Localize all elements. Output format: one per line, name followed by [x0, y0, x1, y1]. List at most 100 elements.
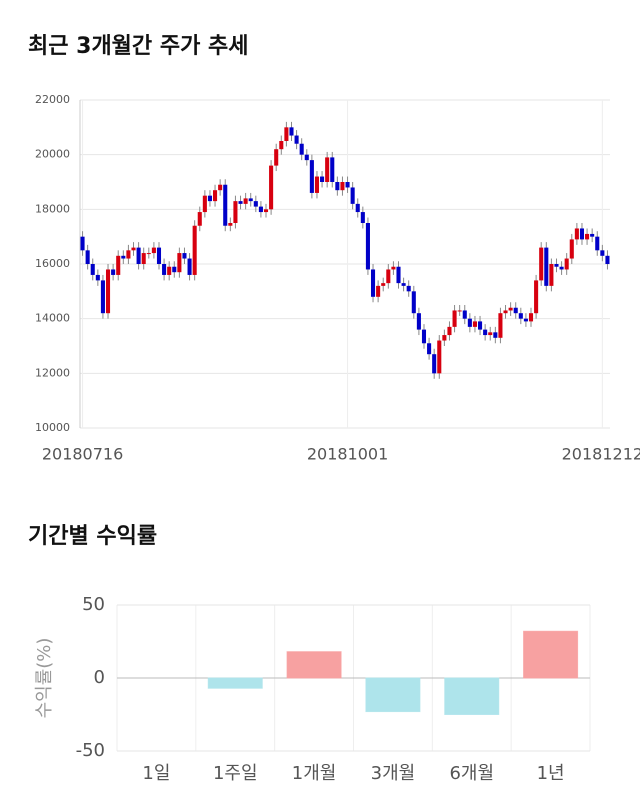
candle-body	[85, 250, 90, 264]
candle-body	[513, 307, 518, 314]
candle-body	[202, 195, 207, 213]
candle-body	[294, 135, 299, 144]
x-tick-label: 20181212	[562, 445, 640, 464]
candle-body	[325, 157, 330, 182]
x-tick-label: 20181001	[307, 445, 388, 464]
candle-body	[146, 253, 151, 255]
candle-body	[493, 332, 498, 338]
candle-body	[177, 253, 182, 273]
candle-body	[187, 258, 192, 275]
candle-body	[585, 233, 590, 240]
candle-body	[381, 283, 386, 286]
candle-body	[309, 160, 314, 193]
candle-body	[345, 182, 350, 188]
candle-body	[391, 266, 396, 270]
candle-body	[274, 149, 279, 166]
candle-body	[80, 236, 85, 251]
chart-title: 최근 3개월간 주가 추세	[28, 34, 248, 59]
candle-body	[304, 154, 309, 161]
candle-body	[167, 266, 172, 275]
candle-body	[269, 165, 274, 210]
candle-body	[457, 310, 462, 312]
bar	[207, 677, 263, 689]
candle-body	[213, 190, 218, 202]
candle-body	[100, 280, 105, 314]
y-tick-label: 18000	[35, 202, 70, 215]
x-tick-label: 3개월	[371, 763, 416, 784]
candle-body	[207, 195, 212, 202]
candle-body	[95, 274, 100, 281]
y-tick-label: 12000	[35, 366, 70, 379]
chart-title: 기간별 수익률	[28, 524, 157, 549]
candle-body	[131, 247, 136, 251]
candle-body	[156, 247, 162, 264]
candle-body	[284, 127, 289, 141]
candle-body	[549, 264, 554, 286]
candle-body	[279, 141, 284, 150]
y-tick-label: 50	[82, 594, 105, 615]
x-tick-label: 1년	[537, 763, 565, 784]
candle-body	[355, 203, 360, 213]
candle-body	[406, 285, 411, 292]
candle-body	[579, 228, 585, 240]
x-tick-label: 1주일	[213, 763, 258, 784]
candle-body	[253, 201, 258, 207]
candle-body	[126, 250, 131, 259]
candle-body	[238, 201, 243, 204]
candle-body	[192, 225, 197, 275]
candle-body	[396, 266, 401, 284]
candle-body	[600, 250, 605, 256]
bar	[523, 630, 579, 679]
candle-body	[340, 182, 345, 191]
x-tick-label: 1일	[142, 763, 170, 784]
candle-body	[228, 223, 233, 226]
bar	[365, 677, 421, 713]
candle-body	[90, 264, 95, 275]
candle-body	[447, 326, 452, 336]
candle-body	[523, 318, 528, 322]
candle-body	[564, 258, 569, 270]
candle-body	[432, 354, 437, 374]
x-tick-label: 1개월	[292, 763, 337, 784]
candle-body	[223, 184, 228, 226]
candle-body	[258, 206, 263, 213]
candle-body	[182, 253, 187, 259]
candle-body	[105, 269, 111, 314]
candle-body	[437, 340, 442, 374]
candle-body	[370, 269, 376, 297]
candle-body	[503, 310, 508, 314]
candle-body	[162, 264, 167, 275]
candle-body	[401, 283, 406, 286]
candle-body	[534, 280, 539, 314]
candle-body	[559, 266, 564, 270]
y-tick-label: 20000	[35, 148, 70, 161]
candle-body	[136, 247, 141, 264]
candle-body	[605, 255, 610, 264]
candle-body	[218, 184, 223, 191]
x-tick-label: 6개월	[449, 763, 494, 784]
candle-body	[452, 310, 457, 327]
candle-body	[330, 157, 335, 182]
candle-body	[427, 343, 432, 355]
bar	[286, 651, 342, 679]
candle-body	[539, 247, 544, 281]
candle-body	[416, 313, 421, 330]
candle-body	[498, 313, 503, 338]
candle-body	[376, 285, 381, 297]
candle-body	[121, 255, 126, 259]
candle-body	[478, 321, 483, 330]
candle-body	[141, 253, 146, 264]
y-tick-label: -50	[76, 740, 105, 761]
y-tick-label: 16000	[35, 257, 70, 270]
candle-body	[569, 239, 574, 259]
candle-body	[233, 201, 238, 223]
candle-body	[462, 310, 467, 319]
bar	[444, 677, 500, 715]
candle-body	[544, 247, 549, 286]
candle-body	[508, 307, 513, 311]
candle-body	[263, 209, 269, 213]
candle-body	[335, 182, 340, 191]
candle-body	[172, 266, 177, 273]
candle-body	[488, 332, 493, 336]
candle-body	[365, 223, 370, 270]
